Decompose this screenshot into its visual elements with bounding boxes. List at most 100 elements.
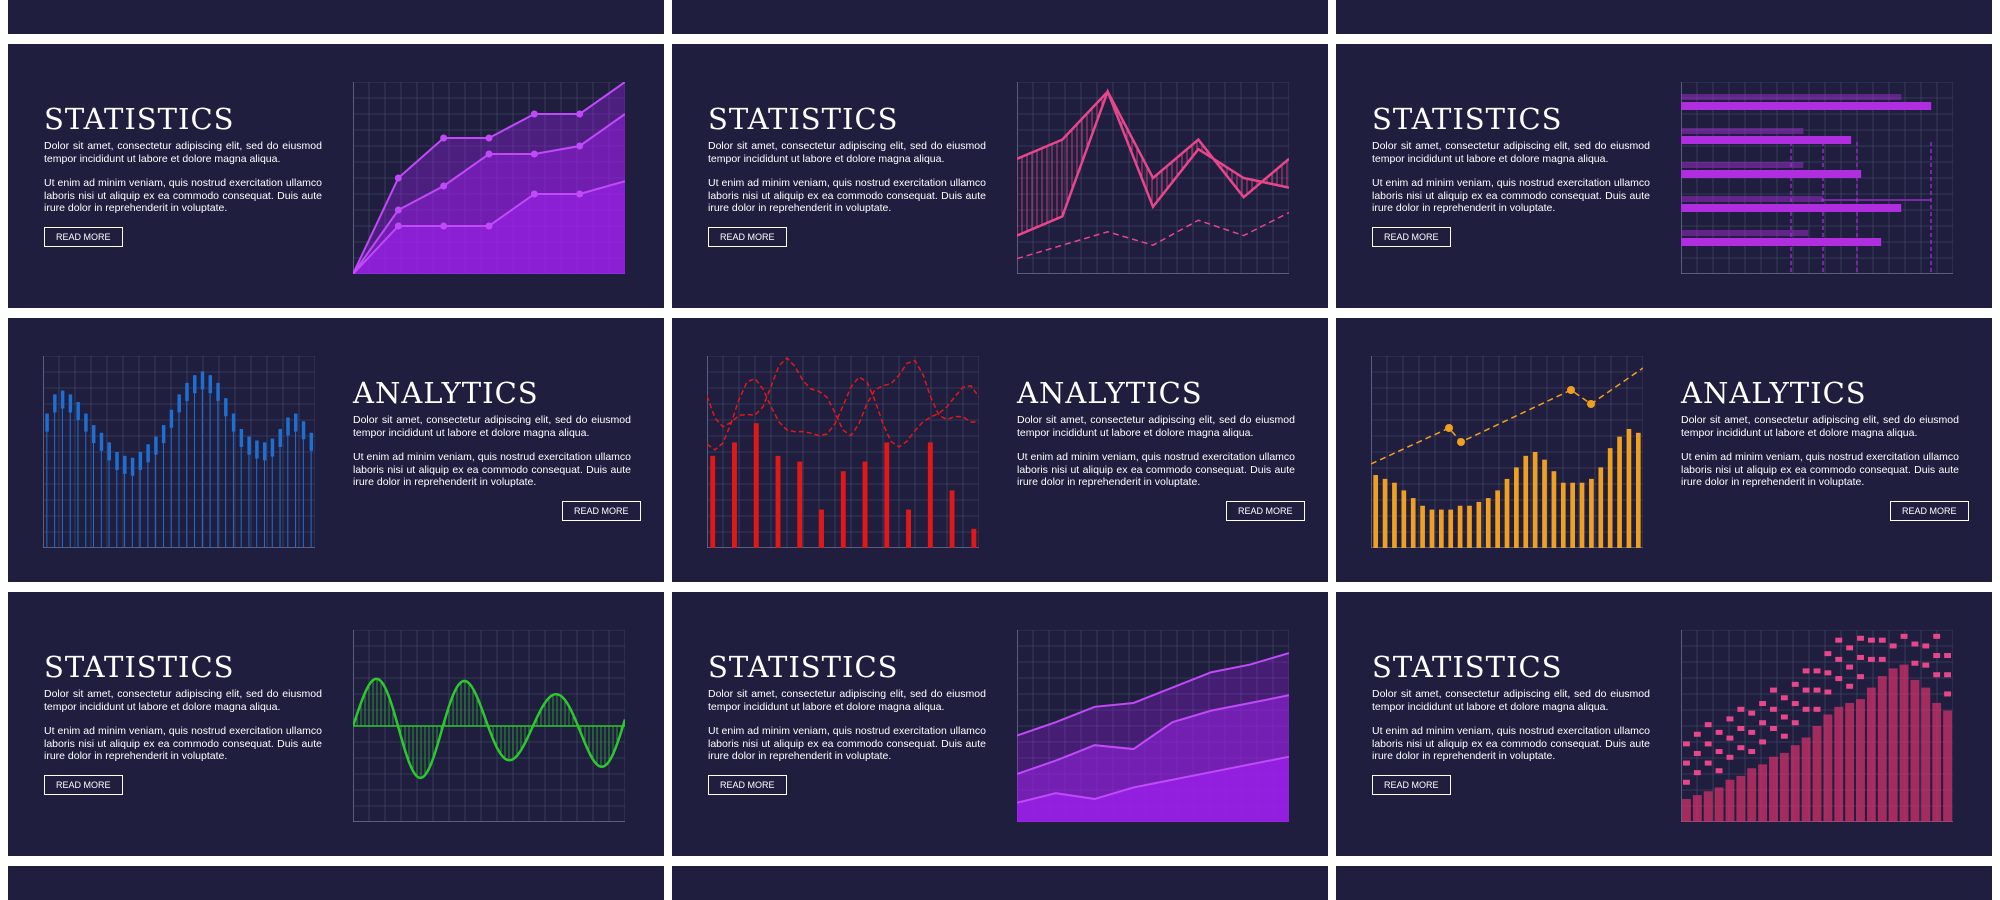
- marker: [1857, 635, 1864, 641]
- layer-edge: [1017, 694, 1289, 775]
- bar-body: [224, 398, 228, 417]
- bar: [1692, 795, 1702, 822]
- bar: [1560, 482, 1566, 548]
- marker: [1770, 726, 1777, 731]
- bar: [1439, 509, 1444, 548]
- marker: [1780, 714, 1788, 720]
- marker: [1922, 643, 1930, 649]
- bar-body: [91, 425, 96, 444]
- marker: [1933, 633, 1941, 639]
- read-more-button[interactable]: READ MORE: [708, 227, 787, 247]
- series-line: [1017, 89, 1289, 199]
- marker: [1911, 660, 1919, 666]
- bar: [1790, 745, 1800, 822]
- card-title: STATISTICS: [708, 650, 899, 684]
- marker: [1704, 741, 1712, 747]
- area-layer: [1017, 756, 1289, 822]
- card-paragraph-2: Ut enim ad minim veniam, quis nostrud ex…: [1372, 177, 1650, 214]
- bar: [884, 442, 890, 548]
- dashed-series: [707, 375, 979, 451]
- bar: [1681, 136, 1852, 144]
- card-title: ANALYTICS: [1681, 376, 1867, 410]
- marker: [1693, 731, 1701, 737]
- bar: [1570, 482, 1575, 548]
- card-title: ANALYTICS: [1017, 376, 1203, 410]
- bar: [1598, 467, 1604, 548]
- partial-card-bottom-1: [8, 866, 664, 900]
- bar-line-chart: [707, 356, 979, 548]
- bar-body: [84, 413, 88, 432]
- marker: [1802, 706, 1810, 712]
- marker: [1824, 651, 1832, 657]
- card-title: STATISTICS: [44, 102, 235, 136]
- marker: [1780, 733, 1788, 739]
- bar-body: [60, 390, 65, 409]
- bar: [1725, 779, 1735, 822]
- partial-card-top-1: [8, 0, 664, 34]
- data-point: [485, 150, 493, 158]
- bar: [1523, 455, 1529, 548]
- marker: [1748, 749, 1756, 755]
- data-point: [440, 134, 448, 142]
- bar: [1703, 791, 1713, 822]
- bar-body: [107, 442, 111, 461]
- card-paragraph-2: Ut enim ad minim veniam, quis nostrud ex…: [708, 177, 986, 214]
- card-paragraph-2: Ut enim ad minim veniam, quis nostrud ex…: [1017, 451, 1295, 488]
- read-more-button[interactable]: READ MORE: [1372, 227, 1451, 247]
- marker: [1693, 770, 1701, 776]
- marker: [1878, 637, 1886, 643]
- card-paragraph-2: Ut enim ad minim veniam, quis nostrud ex…: [353, 451, 631, 488]
- horizontal-bar-chart: [1681, 82, 1953, 274]
- read-more-button[interactable]: READ MORE: [562, 501, 641, 521]
- dashed-series: [707, 356, 979, 437]
- trend-line: [1371, 367, 1643, 465]
- bar-body: [216, 382, 220, 401]
- bar-body: [53, 394, 57, 413]
- stats-card-2: STATISTICS Dolor sit amet, consectetur a…: [672, 44, 1328, 308]
- marker: [1715, 729, 1723, 735]
- marker: [1748, 729, 1756, 735]
- data-point: [485, 222, 493, 230]
- read-more-button[interactable]: READ MORE: [44, 775, 123, 795]
- bar-body: [130, 457, 135, 476]
- read-more-button[interactable]: READ MORE: [1226, 501, 1305, 521]
- bar: [1392, 482, 1397, 548]
- data-point: [394, 174, 402, 182]
- bar-secondary: [1681, 94, 1902, 100]
- stacked-bar-chart: [1681, 630, 1953, 822]
- read-more-button[interactable]: READ MORE: [1372, 775, 1451, 795]
- bar: [1382, 478, 1388, 548]
- bar: [1476, 501, 1482, 548]
- read-more-button[interactable]: READ MORE: [1890, 501, 1969, 521]
- bar-secondary: [1681, 162, 1804, 168]
- data-point: [530, 190, 538, 198]
- bar: [1921, 687, 1931, 822]
- card-paragraph-1: Dolor sit amet, consectetur adipiscing e…: [708, 140, 986, 165]
- marker: [1748, 710, 1756, 716]
- card-paragraph-1: Dolor sit amet, consectetur adipiscing e…: [1372, 688, 1650, 713]
- bar: [1888, 668, 1898, 822]
- marker: [1791, 681, 1799, 687]
- marker: [1791, 720, 1799, 726]
- data-point: [576, 190, 584, 198]
- marker: [1824, 670, 1832, 676]
- bar: [1429, 509, 1435, 548]
- bar-body: [239, 428, 244, 447]
- bar: [1589, 478, 1594, 548]
- read-more-button[interactable]: READ MORE: [44, 227, 123, 247]
- bar: [1579, 482, 1585, 548]
- marker: [1759, 701, 1767, 707]
- marker: [1791, 701, 1799, 707]
- marker: [1867, 656, 1875, 662]
- marker: [1693, 750, 1701, 756]
- bar-body: [208, 375, 213, 394]
- marker: [1878, 656, 1886, 662]
- bar: [1758, 764, 1768, 822]
- read-more-button[interactable]: READ MORE: [708, 775, 787, 795]
- marker: [1944, 672, 1951, 678]
- bar: [1626, 428, 1632, 548]
- marker: [1857, 674, 1864, 680]
- bar: [1681, 102, 1932, 110]
- bar: [1714, 787, 1724, 822]
